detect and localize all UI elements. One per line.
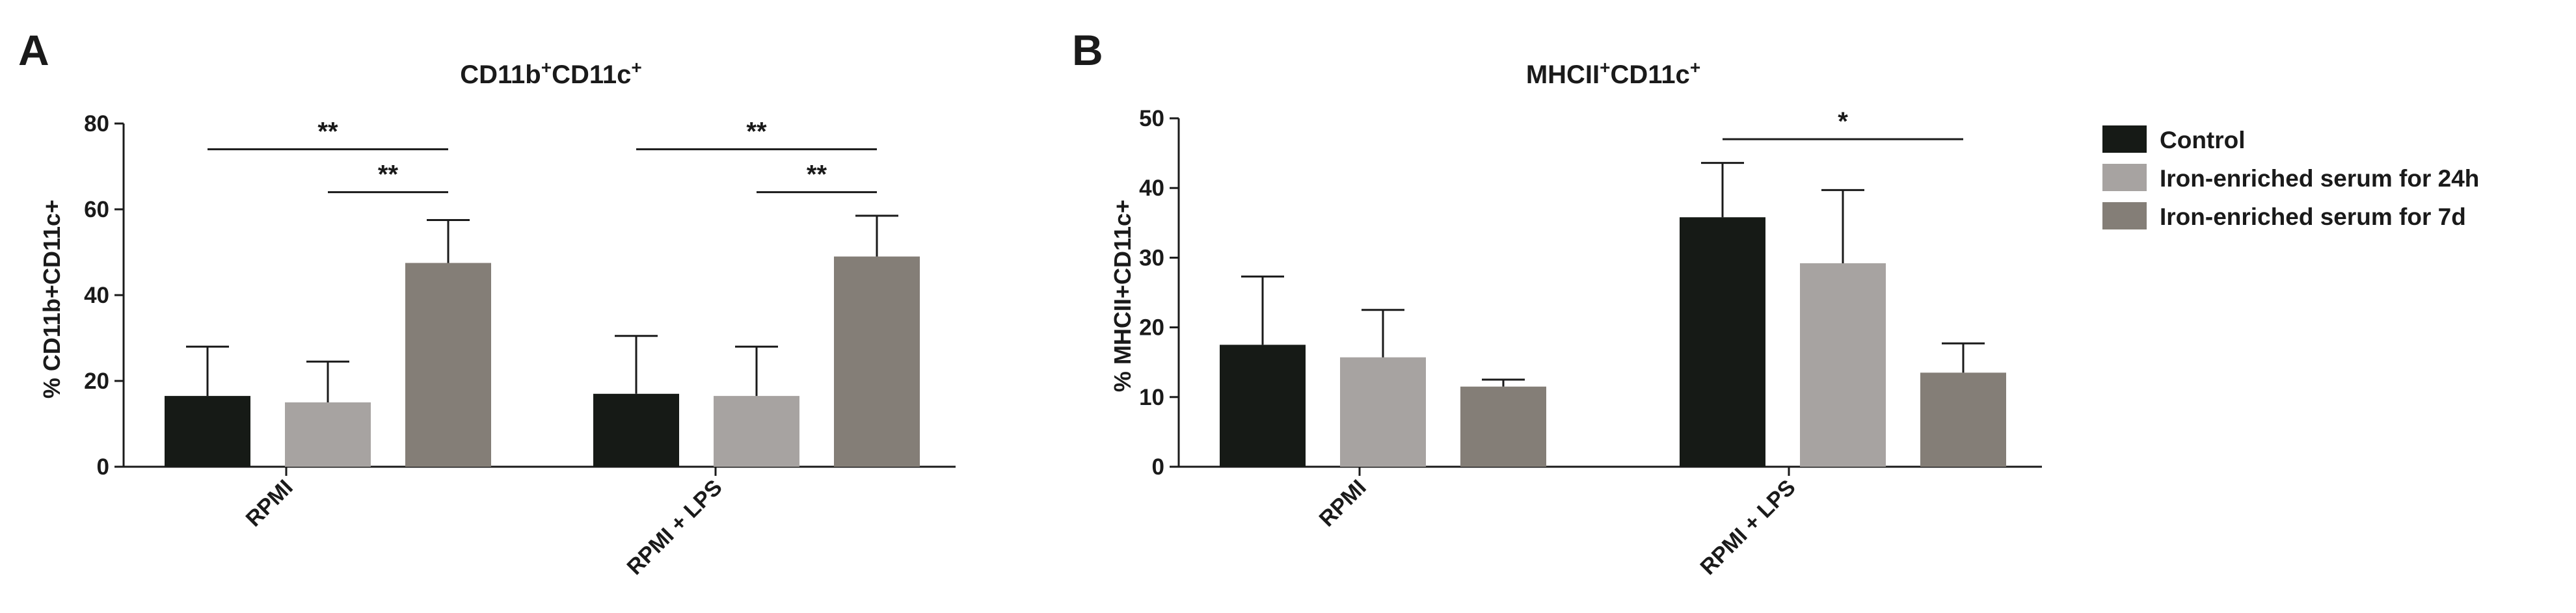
x-category-label: RPMI: [1315, 475, 1371, 532]
panel-letter-a: A: [18, 26, 49, 74]
significance-label: **: [746, 118, 767, 146]
y-tick-label: 50: [1139, 106, 1164, 131]
bar: [714, 396, 799, 467]
y-tick-label: 20: [84, 369, 109, 394]
chart-title-a: CD11b+CD11c+: [460, 57, 642, 90]
legend-label-24h: Iron-enriched serum for 24h: [2160, 165, 2479, 192]
y-tick-label: 0: [1152, 454, 1164, 480]
y-tick-label: 40: [84, 283, 109, 308]
bar: [593, 393, 679, 467]
title-a-sup1: +: [541, 57, 552, 77]
significance-label: **: [317, 118, 338, 146]
bar: [1680, 217, 1765, 467]
bar: [1800, 263, 1886, 467]
x-category-label: RPMI + LPS: [623, 475, 727, 580]
title-b-sup2: +: [1690, 57, 1700, 77]
title-a-part1: CD11b: [460, 60, 541, 89]
significance-label: **: [807, 161, 827, 189]
legend: Control Iron-enriched serum for 24h Iron…: [2102, 125, 2479, 230]
bar: [1340, 357, 1426, 467]
significance-label: *: [1838, 107, 1848, 136]
y-tick-label: 0: [97, 454, 109, 480]
legend-swatch-7d: [2102, 202, 2147, 229]
bar: [1920, 372, 2006, 467]
significance-label: **: [378, 161, 399, 189]
title-b-part1: MHCII: [1526, 60, 1600, 89]
y-axis-label-a: % CD11b+CD11c+: [38, 200, 65, 398]
y-axis-label-b: % MHCII+CD11c+: [1109, 200, 1136, 392]
legend-swatch-24h: [2102, 164, 2147, 191]
y-tick-label: 80: [84, 111, 109, 137]
chart-title-b: MHCII+CD11c+: [1526, 57, 1700, 90]
legend-label-7d: Iron-enriched serum for 7d: [2160, 203, 2466, 230]
bar: [165, 396, 250, 467]
title-b-sup1: +: [1600, 57, 1610, 77]
legend-swatch-control: [2102, 125, 2147, 153]
y-tick-label: 60: [84, 197, 109, 222]
panel-a: A CD11b+CD11c+ % CD11b+CD11c+ 020406080R…: [18, 26, 956, 580]
bar: [285, 402, 371, 467]
y-tick-label: 10: [1139, 385, 1164, 410]
title-a-sup2: +: [631, 57, 641, 77]
legend-label-control: Control: [2160, 127, 2246, 153]
y-tick-label: 40: [1139, 176, 1164, 201]
y-tick-label: 20: [1139, 315, 1164, 341]
y-tick-label: 30: [1139, 245, 1164, 270]
bar: [1220, 345, 1306, 467]
x-category-label: RPMI + LPS: [1696, 475, 1801, 580]
panel-b: B MHCII+CD11c+ % MHCII+CD11c+ 0102030405…: [1072, 26, 2042, 580]
bar: [405, 263, 491, 467]
chart-a-plot: 0 20 40 60 80 RPMI RPMI + LPS ** ** ** **: [84, 111, 956, 580]
title-a-part2: CD11c: [552, 60, 631, 89]
title-b-part2: CD11c: [1611, 60, 1690, 89]
x-category-label: RPMI: [241, 475, 298, 532]
panel-letter-b: B: [1072, 26, 1103, 74]
bar: [834, 256, 920, 467]
chart-b-plot: 0 10 20 30 40 50 RPMI RPMI + LPS *: [1139, 106, 2042, 580]
bar: [1460, 386, 1546, 467]
